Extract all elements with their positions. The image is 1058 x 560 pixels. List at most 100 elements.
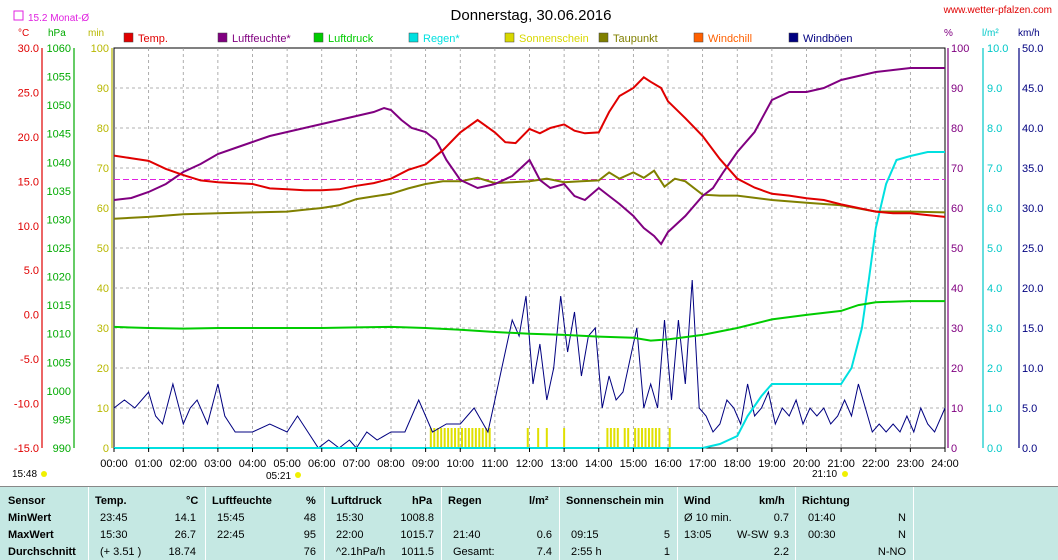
- statistics-panel: Sensor Temp. °C Luftfeuchte % Luftdruck …: [0, 486, 1058, 560]
- chart-title: Donnerstag, 30.06.2016: [451, 7, 612, 24]
- sunshine-bar: [457, 428, 460, 448]
- col-wind: [677, 487, 796, 560]
- wind-axis-tick-label: 40.0: [1022, 123, 1043, 135]
- x-tick-label: 15:00: [620, 458, 648, 470]
- stat-press-time: ^2.1hPa/h: [336, 546, 386, 558]
- x-tick-label: 08:00: [377, 458, 405, 470]
- wind-axis-tick-label: 30.0: [1022, 203, 1043, 215]
- rain-axis-tick-label: 5.0: [987, 243, 1002, 255]
- sunshine-bar: [429, 428, 432, 448]
- sunshine-axis-tick-label: 50: [97, 243, 109, 255]
- stat-dir-val: N: [898, 529, 906, 541]
- legend-label: Regen*: [423, 33, 460, 45]
- monthly-avg-icon: [13, 10, 24, 21]
- series-regen: [114, 151, 945, 449]
- stat-rain-time: 21:40: [453, 529, 481, 541]
- stat-label: Durchschnitt: [8, 546, 76, 558]
- stat-sun-time: 2:55 h: [571, 546, 602, 558]
- sunshine-axis-tick-label: 40: [97, 283, 109, 295]
- humidity-axis-tick-label: 100: [951, 43, 969, 55]
- legend-swatch: [788, 32, 799, 43]
- stat-press-time: 15:30: [336, 512, 364, 524]
- wind-axis-tick-label: 15.0: [1022, 323, 1043, 335]
- series-windböen: [113, 279, 946, 449]
- stat-press-val: 1008.8: [400, 512, 434, 524]
- wind-axis-tick-label: 20.0: [1022, 283, 1043, 295]
- x-tick-label: 23:00: [897, 458, 925, 470]
- stat-wind-val: 0.7: [773, 512, 789, 524]
- stat-wind-dir: W-SW: [737, 529, 769, 541]
- unit-celsius: °C: [18, 28, 29, 39]
- x-tick-label: 19:00: [758, 458, 786, 470]
- legend-swatch: [693, 32, 704, 43]
- rain-axis-tick-label: 0.0: [987, 443, 1002, 455]
- col-pressure: [324, 487, 442, 560]
- wind-axis-tick-label: 5.0: [1022, 403, 1037, 415]
- unit-min: min: [88, 28, 104, 39]
- stat-temp-time: (+ 3.51 ): [100, 546, 142, 558]
- x-tick-label: 01:00: [135, 458, 163, 470]
- pressure-axis-tick-label: 1015: [47, 300, 71, 312]
- sunshine-axis-tick-label: 0: [103, 443, 109, 455]
- stat-sun-val: 1: [663, 546, 670, 558]
- col-temp: [88, 487, 206, 560]
- sunshine-axis-tick-label: 100: [91, 43, 109, 55]
- stat-dir-val: N: [898, 512, 906, 524]
- legend-label: Luftdruck: [328, 33, 374, 45]
- legend-label: Taupunkt: [613, 33, 658, 45]
- legend-label: Temp.: [138, 33, 168, 45]
- pressure-axis-tick-label: 1035: [47, 186, 71, 198]
- stat-wind-val: 2.2: [773, 546, 789, 558]
- sunrise-time: 05:21: [266, 471, 291, 482]
- sunshine-axis-tick-label: 60: [97, 203, 109, 215]
- sunshine-bar: [433, 428, 436, 448]
- stat-wind-val: 9.3: [773, 529, 789, 541]
- pressure-axis-tick-label: 1025: [47, 243, 71, 255]
- rain-axis-tick-label: 6.0: [987, 203, 1002, 215]
- temp-axis-tick-label: 0.0: [24, 310, 39, 322]
- stat-press-time: 22:00: [336, 529, 364, 541]
- pressure-axis-tick-label: 1040: [47, 157, 71, 169]
- sunshine-axis-tick-label: 10: [97, 403, 109, 415]
- sunshine-bar: [651, 428, 654, 448]
- sunshine-bar: [464, 428, 467, 448]
- stat-hum-time: 15:45: [217, 512, 245, 524]
- stat-rain-val: 7.4: [536, 546, 552, 558]
- legend-swatch: [504, 32, 515, 43]
- sun-icon: [41, 471, 47, 477]
- hdr-humidity-unit: %: [306, 495, 316, 507]
- x-tick-label: 17:00: [689, 458, 717, 470]
- unit-lm2: l/m²: [982, 28, 999, 39]
- x-tick-label: 02:00: [169, 458, 197, 470]
- stat-wind-time: 13:05: [684, 529, 712, 541]
- x-tick-label: 05:00: [273, 458, 301, 470]
- temp-axis-tick-label: 30.0: [18, 43, 39, 55]
- stat-temp-time: 15:30: [100, 529, 128, 541]
- website-link[interactable]: www.wetter-pfalzen.com: [943, 5, 1052, 16]
- sunshine-bar: [436, 428, 439, 448]
- series-luftfeuchte: [113, 67, 945, 246]
- humidity-axis-tick-label: 30: [951, 323, 963, 335]
- stat-dir-time: 00:30: [808, 529, 836, 541]
- series-luftdruck: [113, 300, 945, 342]
- x-tick-label: 11:00: [482, 458, 509, 470]
- hdr-rain-unit: l/m²: [529, 495, 549, 507]
- pressure-axis-tick-label: 1050: [47, 100, 71, 112]
- col-humidity: [205, 487, 325, 560]
- stat-hum-time: 22:45: [217, 529, 245, 541]
- hdr-temp: Temp.: [95, 495, 127, 507]
- sunshine-bar: [443, 428, 446, 448]
- sunshine-bar: [668, 428, 671, 448]
- x-tick-label: 16:00: [654, 458, 682, 470]
- x-tick-label: 00:00: [100, 458, 128, 470]
- stat-label: MaxWert: [8, 529, 54, 541]
- stat-rain-time: Gesamt:: [453, 546, 495, 558]
- x-tick-label: 20:00: [793, 458, 821, 470]
- temp-axis-tick-label: 5.0: [24, 265, 39, 277]
- legend-label: Windböen: [803, 33, 853, 45]
- stat-wind-time: Ø 10 min.: [684, 512, 732, 524]
- weather-chart: 00:00 01:00 02:00 03:00 04:00 05:00 06:00 07:00…: [12, 5, 1052, 482]
- sunshine-axis-tick-label: 90: [97, 83, 109, 95]
- sunshine-bar: [616, 428, 619, 448]
- stat-temp-val: 18.74: [168, 546, 196, 558]
